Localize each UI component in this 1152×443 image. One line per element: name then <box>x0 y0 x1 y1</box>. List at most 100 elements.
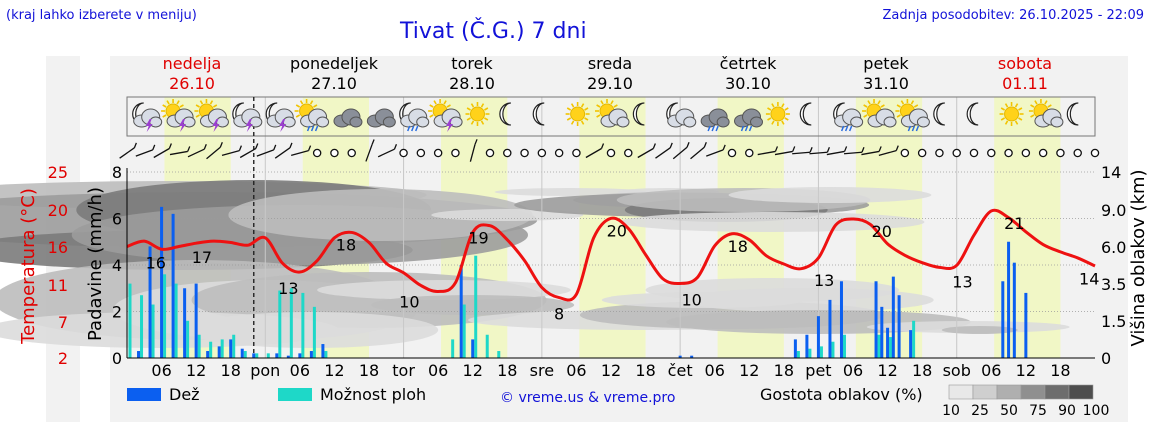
cloud-scale-label: 100 <box>1083 403 1110 419</box>
cloud-scale-label: 25 <box>971 403 989 419</box>
rain-bar <box>897 295 901 358</box>
x-tick-label: 06 <box>428 361 448 380</box>
rain-bar <box>252 353 256 358</box>
x-tick-label: 12 <box>324 361 344 380</box>
wind-arrow <box>153 147 170 159</box>
shower-bar <box>255 353 259 358</box>
x-tick-label: tor <box>392 361 415 380</box>
sun-ray <box>470 103 475 108</box>
sun-ray <box>784 117 789 121</box>
cloud-puff <box>616 116 630 128</box>
rain-bar <box>171 213 175 358</box>
cloud-height-tick-label: 6.0 <box>1101 238 1126 257</box>
moon-shape <box>933 102 945 126</box>
rain-bar <box>183 288 187 358</box>
temperature-tick-label: 7 <box>58 313 68 332</box>
calm-wind <box>572 148 581 158</box>
sun-ray <box>195 104 200 108</box>
moon-icon <box>632 102 645 126</box>
rain-bar <box>148 246 152 358</box>
cloud-height-tick-label: 3.5 <box>1101 275 1126 294</box>
cloud-puff <box>716 116 730 128</box>
calm-wind <box>503 148 512 158</box>
cloud-blob <box>431 209 584 221</box>
rain-bar <box>880 306 884 358</box>
day-date: 28.10 <box>449 74 495 93</box>
shower-bar <box>451 339 455 358</box>
rain-bar <box>240 348 244 358</box>
sun-ray <box>863 104 868 108</box>
wind-arrow <box>706 149 724 157</box>
cloud-puff <box>1050 116 1064 128</box>
x-tick-label: 18 <box>912 361 932 380</box>
sun-ray <box>771 103 775 108</box>
rain-legend-label: Dež <box>169 385 200 404</box>
sun-ray <box>900 100 905 105</box>
rain-bar <box>1024 292 1028 358</box>
sun-ray <box>596 104 601 108</box>
temperature-data-label: 13 <box>814 271 834 290</box>
wind-barb <box>273 144 277 151</box>
sun-ray <box>767 117 772 121</box>
temperature-data-label: 13 <box>278 279 298 298</box>
legend: Dež Možnost ploh © vreme.us & vreme.pro Gos… <box>127 384 1110 419</box>
precipitation-axis-title: Padavine (mm/h) <box>85 187 106 341</box>
sun-ray <box>484 117 489 121</box>
x-tick-label: 06 <box>705 361 725 380</box>
sun-ray <box>910 100 915 105</box>
x-tick-label: 18 <box>497 361 517 380</box>
temperature-data-label: 16 <box>146 254 166 273</box>
wind-barb <box>809 146 813 153</box>
x-tick-label: pet <box>805 361 831 380</box>
sun-ray <box>570 103 575 108</box>
cloud-blob <box>620 212 925 232</box>
day-date: 26.10 <box>169 74 215 93</box>
moon-shape <box>966 102 979 126</box>
wind-barb <box>289 142 293 149</box>
sun-ray <box>784 107 789 111</box>
temperature-data-label: 17 <box>192 248 212 267</box>
wind-arrow <box>843 151 863 155</box>
shower-bar <box>497 351 501 358</box>
wind-barb <box>878 146 882 152</box>
wind-barb <box>152 144 156 151</box>
precip-tick-label: 2 <box>112 303 122 322</box>
sun-ray <box>1004 120 1009 125</box>
rain-bar <box>275 353 279 358</box>
rain-drop <box>907 125 912 132</box>
day-name: petek <box>863 54 909 73</box>
sun-ray <box>313 104 318 108</box>
cloud-scale-label: 75 <box>1029 403 1047 419</box>
temperature-data-label: 10 <box>399 292 419 311</box>
rain-bar <box>886 327 890 358</box>
sun-ray <box>429 114 434 118</box>
wind-barb <box>686 141 690 148</box>
sun-ray <box>570 120 575 125</box>
calm-wind <box>745 148 754 158</box>
wind-row <box>119 139 1100 162</box>
shower-bar <box>163 274 167 358</box>
rain-drop <box>911 125 916 132</box>
calm-wind <box>554 148 564 158</box>
temperature-data-label: 20 <box>872 222 892 241</box>
lightning-bolt <box>245 119 253 132</box>
x-tick-label: sob <box>943 361 971 380</box>
cloud-scale-swatch <box>996 384 1022 400</box>
shower-bar <box>128 283 132 358</box>
page-title: Tivat (Č.G.) 7 dni <box>400 19 587 44</box>
sun-storm-icon <box>428 99 463 132</box>
precipitation-bars <box>128 206 1028 358</box>
wind-barb <box>393 143 398 150</box>
wind-arrow <box>637 147 654 159</box>
rain-drop <box>740 125 745 132</box>
sun-ray <box>429 104 434 108</box>
wind-arrow <box>878 150 897 156</box>
rain-bar <box>891 276 895 358</box>
cloud-icon <box>333 108 363 128</box>
temperature-tick-label: 16 <box>48 238 68 257</box>
cloud-scale-swatch <box>1068 384 1094 400</box>
moon-shape <box>632 102 645 126</box>
sun-ray <box>584 117 589 121</box>
rain-drop <box>840 125 845 132</box>
sun-icon <box>465 102 490 126</box>
